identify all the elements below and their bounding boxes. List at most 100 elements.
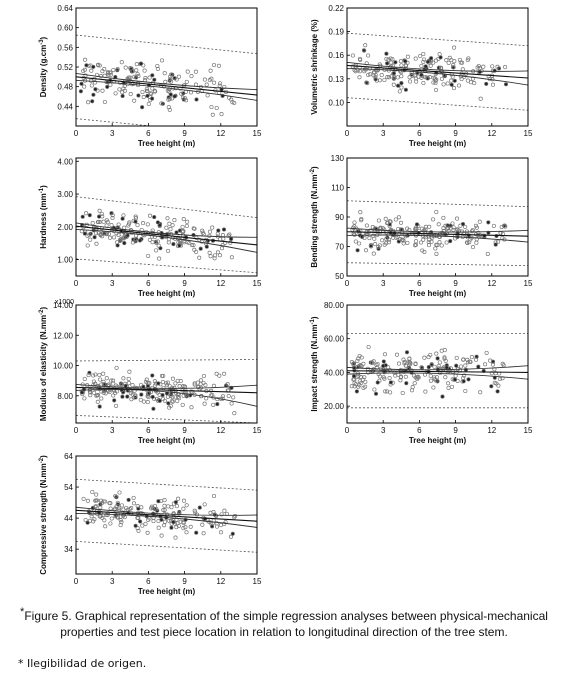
data-point [388,380,393,385]
footnote: * Ilegibilidad de origen. [18,657,147,670]
data-point [374,362,379,368]
data-point [388,56,393,61]
data-point [439,243,444,248]
data-point [385,75,390,80]
data-point [144,377,149,382]
data-point [136,512,141,517]
data-point [177,243,182,248]
data-point [104,512,109,518]
data-point [108,521,113,526]
data-point [431,75,436,80]
data-point [177,511,182,516]
data-point [425,59,430,64]
data-point [184,503,189,508]
data-point [192,247,197,252]
data-point [465,57,470,63]
data-point [141,399,146,404]
data-point [159,101,164,106]
data-point [97,514,102,519]
x-axis-label: Tree height (m) [138,139,196,148]
data-point [381,359,386,364]
x-tick-label: 9 [182,426,187,435]
data-point [82,396,87,401]
regression-lines [347,200,528,267]
data-point [178,519,183,524]
data-point [386,240,391,245]
y-tick-label: 8.00 [57,392,73,401]
data-point [91,373,96,378]
data-point [135,526,140,531]
data-point [419,63,424,68]
data-point [376,244,381,249]
data-point [147,381,152,386]
data-point [384,51,389,56]
y-tick-label: 0.60 [57,24,73,33]
data-point [411,373,417,378]
data-point [232,411,237,416]
data-point [423,64,428,69]
data-point [167,518,172,524]
y-tick-label: 80.00 [324,301,345,310]
data-point [478,390,483,395]
data-point [184,98,189,103]
chart-impact-strength-svg: 0 3 6 9 12 15 20.00 40.00 60.00 80.00 Tree height … [310,301,533,445]
data-point [211,402,216,407]
x-tick-label: 15 [253,129,262,138]
data-point [185,69,190,74]
data-point [352,220,357,225]
data-point [204,82,209,87]
data-point [101,390,106,395]
data-point [162,71,167,76]
data-point [437,240,442,245]
data-point [495,64,500,69]
data-point [371,233,376,238]
data-point [398,378,403,383]
data-point [86,100,91,105]
data-point [150,373,155,378]
data-point [166,504,171,509]
data-point [491,223,496,228]
x-tick-label: 9 [182,129,187,138]
data-point [399,81,404,86]
data-point [152,215,157,220]
data-point [101,219,106,224]
data-point [133,219,138,224]
data-point [429,239,434,244]
data-point [94,241,99,246]
data-point [373,68,378,73]
data-point [387,237,392,242]
confidence-upper-curve [76,383,257,389]
data-point [211,62,217,68]
data-point [135,223,140,228]
data-point [494,233,499,239]
data-point [157,223,162,228]
data-point [402,361,407,366]
y-tick-label: 40.00 [324,368,345,377]
data-point [192,508,197,513]
data-point [173,535,178,540]
data-point [130,69,135,74]
x-tick-label: 9 [182,577,187,586]
data-point [165,380,170,385]
data-point [373,75,378,80]
data-point [474,240,479,245]
data-point [452,78,457,83]
data-point [122,515,127,520]
data-point [156,243,161,248]
y-tick-label: 0.44 [57,102,73,111]
data-point [168,403,173,408]
data-point [94,503,99,509]
data-point [154,248,159,253]
caption-star: * [20,606,25,618]
data-point [168,74,173,79]
y-tick-label: 20.00 [324,402,345,411]
prediction-lower-line [347,262,528,267]
data-point [391,82,396,87]
data-point [374,365,380,370]
data-point [459,76,464,82]
data-point [443,375,448,380]
data-point [93,386,98,392]
data-point [147,213,153,218]
data-point [176,74,181,79]
data-point [209,76,214,81]
